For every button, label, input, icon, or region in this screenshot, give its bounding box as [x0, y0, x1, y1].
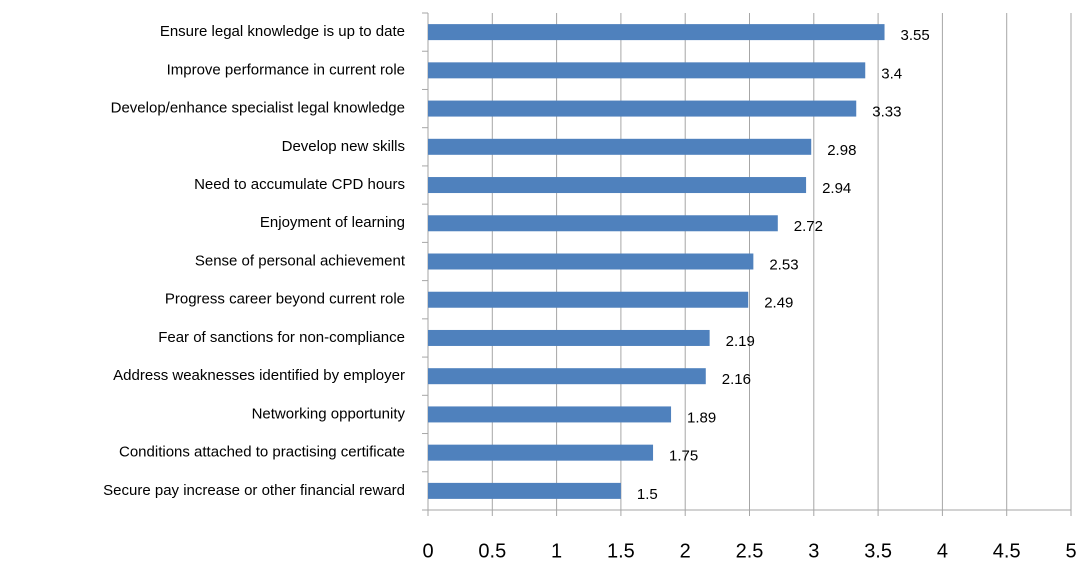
y-tick-label: Progress career beyond current role	[165, 291, 405, 308]
y-tick-label: Develop/enhance specialist legal knowled…	[111, 100, 405, 117]
y-tick-label: Enjoyment of learning	[260, 214, 405, 231]
bar	[428, 368, 706, 385]
x-tick-label: 0.5	[478, 540, 506, 562]
y-tick-label: Address weaknesses identified by employe…	[113, 367, 405, 384]
y-tick-label: Ensure legal knowledge is up to date	[160, 23, 405, 40]
x-tick-label: 5	[1065, 540, 1076, 562]
value-label: 2.94	[822, 180, 851, 197]
x-tick-label: 4.5	[993, 540, 1021, 562]
x-tick-label: 1	[551, 540, 562, 562]
bar	[428, 100, 857, 117]
value-label: 3.4	[881, 65, 902, 82]
value-label: 2.16	[722, 371, 751, 388]
value-label: 1.5	[637, 486, 658, 503]
x-tick-label: 2	[680, 540, 691, 562]
bar	[428, 291, 749, 308]
bar	[428, 253, 754, 270]
y-tick-label: Improve performance in current role	[167, 61, 405, 78]
bar	[428, 215, 778, 232]
value-label: 2.53	[769, 256, 798, 273]
y-tick-label: Develop new skills	[282, 138, 405, 155]
y-tick-label: Networking opportunity	[252, 405, 406, 422]
x-tick-label: 2.5	[736, 540, 764, 562]
x-tick-label: 4	[937, 540, 948, 562]
x-tick-label: 3	[808, 540, 819, 562]
y-tick-label: Need to accumulate CPD hours	[194, 176, 405, 193]
value-label: 3.55	[901, 27, 930, 44]
x-tick-label: 1.5	[607, 540, 635, 562]
value-label: 2.72	[794, 218, 823, 235]
y-tick-label: Secure pay increase or other financial r…	[103, 482, 405, 499]
value-label: 2.19	[726, 333, 755, 350]
bar	[428, 138, 812, 155]
value-label: 1.89	[687, 409, 716, 426]
y-tick-label: Fear of sanctions for non-compliance	[158, 329, 405, 346]
bar	[428, 482, 621, 499]
y-tick-label: Sense of personal achievement	[195, 252, 406, 269]
y-tick-label: Conditions attached to practising certif…	[119, 444, 405, 461]
bar	[428, 62, 866, 79]
x-tick-label: 0	[422, 540, 433, 562]
value-label: 3.33	[872, 104, 901, 121]
value-label: 1.75	[669, 448, 698, 465]
value-label: 2.49	[764, 295, 793, 312]
bar	[428, 177, 807, 194]
bar	[428, 24, 885, 41]
bar	[428, 329, 710, 346]
x-tick-label: 3.5	[864, 540, 892, 562]
bar	[428, 444, 654, 461]
value-label: 2.98	[827, 142, 856, 159]
bar	[428, 406, 672, 423]
